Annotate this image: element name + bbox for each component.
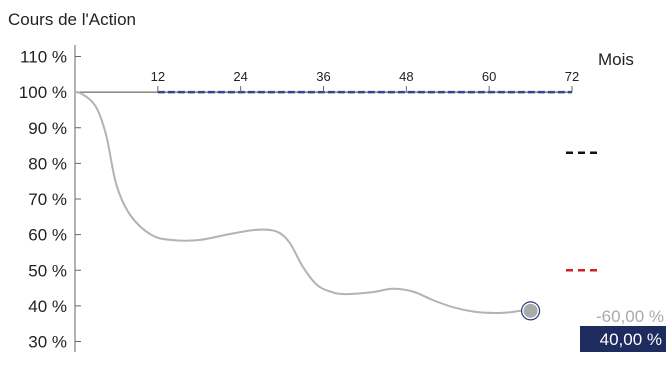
y-axis-title: Cours de l'Action [8, 10, 136, 29]
y-tick-label: 90 % [28, 119, 67, 138]
y-tick-label: 60 % [28, 226, 67, 245]
final-value-badge [580, 326, 666, 352]
y-tick-label: 70 % [28, 190, 67, 209]
x-tick-label: 12 [151, 69, 165, 84]
change-label: -60,00 % [596, 307, 664, 326]
x-tick-label: 60 [482, 69, 496, 84]
x-tick-label: 24 [233, 69, 247, 84]
y-tick-label: 80 % [28, 154, 67, 173]
x-tick-label: 36 [316, 69, 330, 84]
y-tick-label: 100 % [19, 83, 67, 102]
y-tick-label: 50 % [28, 261, 67, 280]
y-tick-label: 40 % [28, 297, 67, 316]
series-layer [74, 91, 541, 321]
x-tick-label: 48 [399, 69, 413, 84]
x-tick-label: 72 [565, 69, 579, 84]
y-axis-ticks: 110 % 100 % 90 % 80 % 70 % 60 % 50 % 40 % 30 % [19, 48, 572, 352]
y-tick-label: 110 % [20, 48, 67, 67]
x-axis-ticks: 12 24 36 48 60 72 [151, 69, 579, 93]
x-axis-title: Mois [598, 50, 634, 69]
legend-markers [566, 151, 602, 272]
final-point [523, 303, 538, 318]
series-line [74, 91, 531, 315]
final-value-label: 40,00 % [600, 330, 662, 349]
y-tick-label: 30 % [28, 333, 67, 352]
